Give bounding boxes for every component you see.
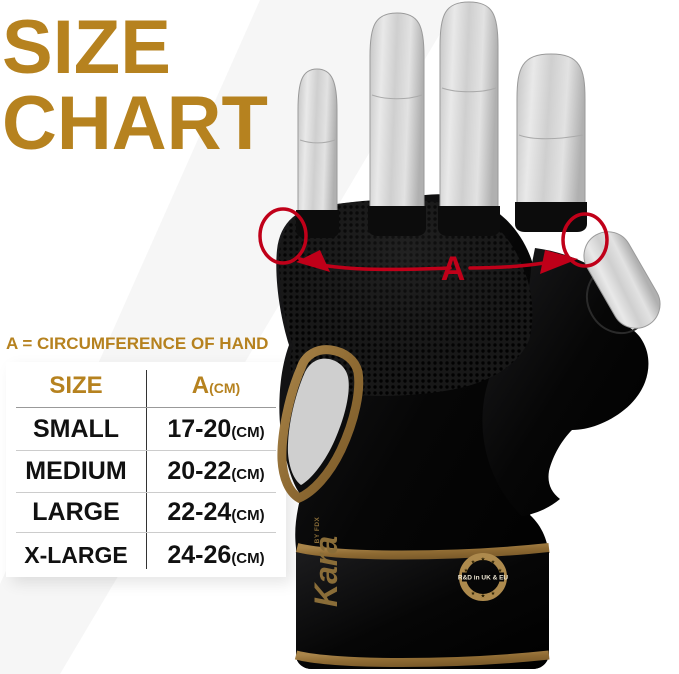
svg-text:★: ★ [471,560,476,566]
svg-text:R&D in UK & EU: R&D in UK & EU [458,575,509,582]
svg-text:★: ★ [481,556,486,563]
svg-text:Kara: Kara [308,536,344,607]
svg-text:★: ★ [481,593,486,600]
svg-text:A: A [441,250,466,288]
svg-text:★: ★ [471,591,476,597]
svg-text:★: ★ [491,560,496,566]
svg-text:★: ★ [491,591,496,597]
svg-text:BY FDX: BY FDX [314,516,321,543]
